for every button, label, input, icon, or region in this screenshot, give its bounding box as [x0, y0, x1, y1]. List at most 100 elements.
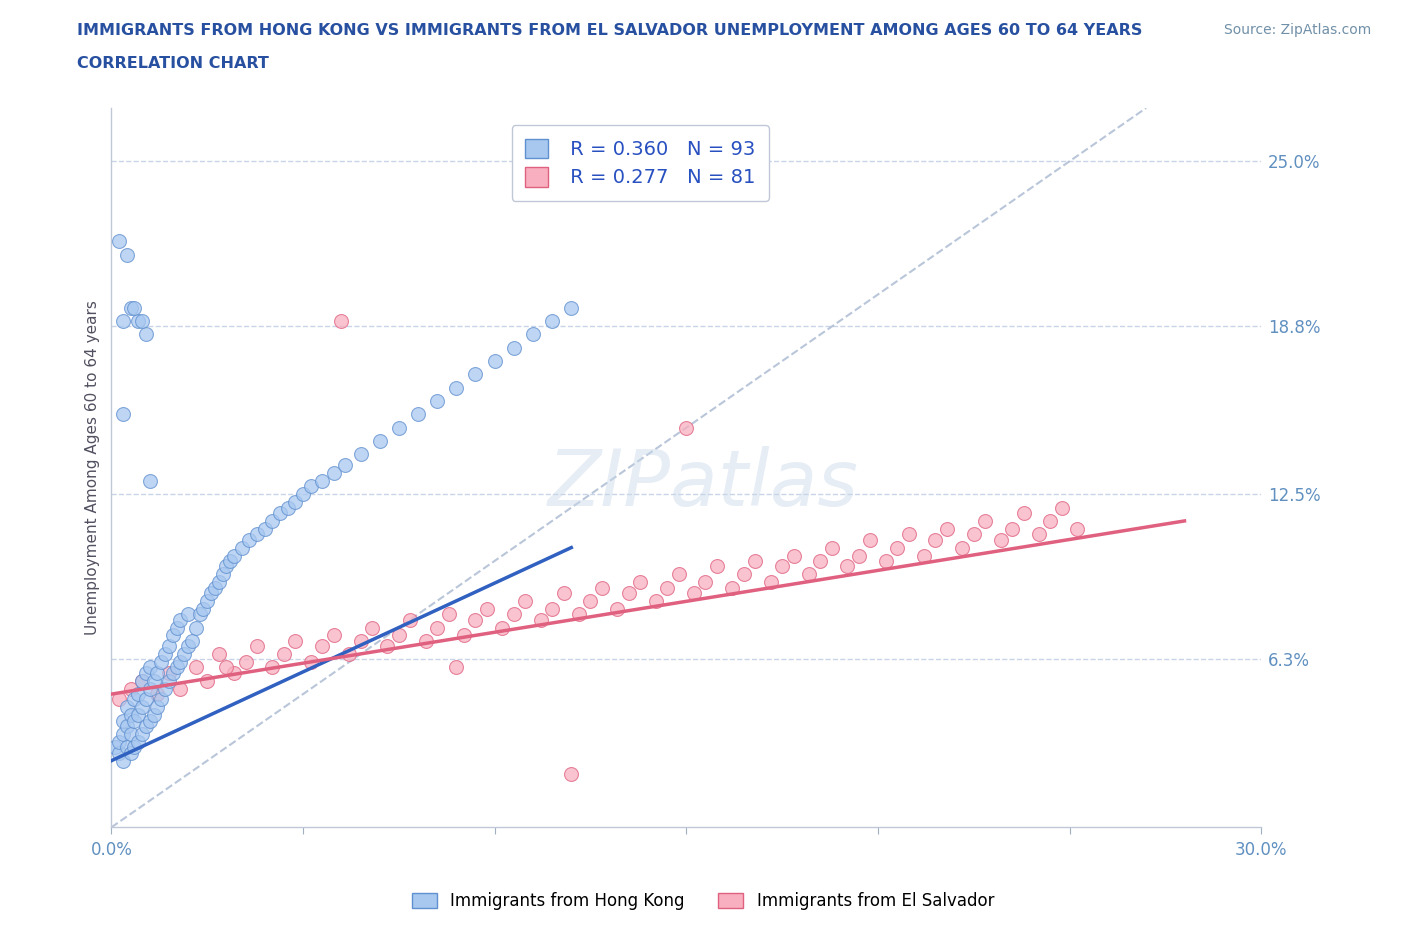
- Point: [886, 540, 908, 555]
- Point: [322, 628, 344, 643]
- Point: [990, 532, 1012, 547]
- Point: [399, 612, 422, 627]
- Point: [177, 606, 200, 621]
- Point: [1028, 526, 1050, 541]
- Point: [195, 673, 218, 688]
- Point: [1066, 522, 1088, 537]
- Point: [124, 300, 146, 315]
- Point: [406, 407, 429, 422]
- Point: [759, 575, 782, 590]
- Point: [262, 660, 284, 675]
- Point: [173, 646, 195, 661]
- Point: [502, 340, 524, 355]
- Point: [475, 602, 498, 617]
- Point: [142, 708, 165, 723]
- Point: [111, 726, 134, 741]
- Legend: Immigrants from Hong Kong, Immigrants from El Salvador: Immigrants from Hong Kong, Immigrants fr…: [405, 885, 1001, 917]
- Point: [683, 585, 706, 600]
- Point: [120, 708, 142, 723]
- Point: [146, 686, 169, 701]
- Point: [446, 660, 468, 675]
- Point: [195, 593, 218, 608]
- Point: [124, 692, 146, 707]
- Point: [606, 602, 628, 617]
- Point: [744, 553, 766, 568]
- Point: [859, 532, 882, 547]
- Point: [950, 540, 973, 555]
- Point: [162, 665, 184, 680]
- Point: [215, 559, 238, 574]
- Point: [108, 745, 131, 760]
- Point: [157, 665, 180, 680]
- Point: [204, 580, 226, 595]
- Point: [108, 692, 131, 707]
- Point: [219, 553, 242, 568]
- Point: [655, 580, 678, 595]
- Point: [169, 612, 191, 627]
- Point: [284, 495, 307, 510]
- Point: [238, 532, 260, 547]
- Point: [138, 660, 160, 675]
- Point: [446, 380, 468, 395]
- Point: [568, 606, 591, 621]
- Point: [337, 646, 360, 661]
- Point: [131, 313, 153, 328]
- Point: [162, 628, 184, 643]
- Point: [188, 606, 211, 621]
- Point: [1001, 522, 1024, 537]
- Point: [180, 633, 202, 648]
- Point: [157, 673, 180, 688]
- Point: [131, 700, 153, 715]
- Point: [848, 548, 870, 563]
- Point: [361, 620, 384, 635]
- Point: [668, 566, 690, 581]
- Point: [560, 766, 582, 781]
- Point: [963, 526, 986, 541]
- Point: [111, 313, 134, 328]
- Point: [530, 612, 553, 627]
- Point: [837, 559, 859, 574]
- Point: [146, 665, 169, 680]
- Point: [127, 735, 149, 750]
- Point: [115, 740, 138, 755]
- Point: [515, 593, 537, 608]
- Point: [415, 633, 437, 648]
- Point: [127, 708, 149, 723]
- Point: [810, 553, 832, 568]
- Point: [273, 646, 295, 661]
- Point: [120, 682, 142, 697]
- Point: [108, 735, 131, 750]
- Point: [153, 682, 176, 697]
- Point: [153, 646, 176, 661]
- Point: [437, 606, 460, 621]
- Point: [184, 660, 207, 675]
- Point: [135, 665, 157, 680]
- Point: [897, 526, 920, 541]
- Point: [628, 575, 651, 590]
- Point: [426, 393, 449, 408]
- Point: [211, 566, 233, 581]
- Point: [935, 522, 957, 537]
- Point: [150, 655, 173, 670]
- Text: CORRELATION CHART: CORRELATION CHART: [77, 56, 269, 71]
- Y-axis label: Unemployment Among Ages 60 to 64 years: Unemployment Among Ages 60 to 64 years: [86, 300, 100, 635]
- Point: [349, 633, 371, 648]
- Point: [541, 602, 564, 617]
- Point: [1050, 500, 1073, 515]
- Point: [104, 740, 127, 755]
- Point: [388, 628, 411, 643]
- Point: [222, 548, 245, 563]
- Point: [484, 353, 506, 368]
- Point: [115, 719, 138, 734]
- Point: [108, 233, 131, 248]
- Point: [974, 513, 997, 528]
- Point: [782, 548, 804, 563]
- Point: [464, 612, 486, 627]
- Point: [166, 660, 188, 675]
- Point: [299, 655, 322, 670]
- Point: [111, 753, 134, 768]
- Point: [375, 639, 398, 654]
- Point: [292, 487, 315, 502]
- Point: [311, 639, 333, 654]
- Point: [675, 420, 697, 435]
